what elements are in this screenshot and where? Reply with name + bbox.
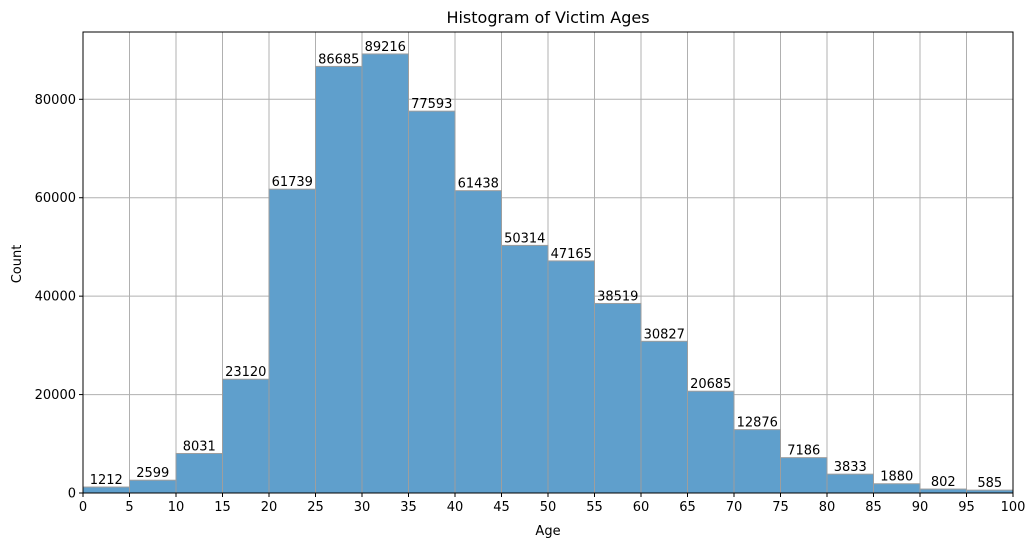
x-tick-label: 90	[912, 500, 929, 515]
bar-value-label: 23120	[225, 365, 266, 380]
x-tick-label: 60	[633, 500, 650, 515]
y-tick-label: 20000	[35, 388, 76, 403]
y-tick-label: 0	[68, 487, 76, 502]
x-tick-label: 45	[493, 500, 510, 515]
bar-value-label: 89216	[365, 40, 406, 55]
y-tick-label: 40000	[35, 290, 76, 305]
y-axis-label: Count	[10, 245, 25, 284]
x-tick-label: 20	[261, 500, 278, 515]
bar-value-label: 12876	[737, 416, 778, 431]
histogram-bar	[222, 378, 270, 494]
histogram-bar	[361, 53, 409, 494]
x-tick-label: 25	[307, 500, 324, 515]
x-tick-label: 0	[79, 500, 87, 515]
bar-value-label: 802	[931, 475, 956, 490]
histogram-bar	[408, 110, 456, 494]
histogram-bar	[687, 390, 735, 494]
histogram-bar	[733, 429, 781, 494]
x-tick-label: 15	[214, 500, 231, 515]
bar-value-label: 61739	[272, 175, 313, 190]
chart-title: Histogram of Victim Ages	[446, 8, 649, 27]
histogram-bar	[454, 190, 502, 494]
histogram-bar	[501, 244, 549, 494]
histogram-bar	[175, 452, 223, 494]
histogram-bar	[315, 65, 363, 494]
y-tick-label: 80000	[35, 93, 76, 108]
y-tick-label: 60000	[35, 191, 76, 206]
bar-value-labels: 1212 2599 8031 23120 61739 86685 89216 77593 614…	[90, 40, 1002, 491]
x-tick-label: 30	[354, 500, 371, 515]
bar-value-label: 77593	[411, 97, 452, 112]
bar-value-label: 7186	[787, 444, 820, 459]
histogram-bar	[640, 340, 688, 494]
bar-value-label: 1880	[880, 470, 913, 485]
histogram-bar	[826, 473, 874, 494]
x-tick-label: 35	[400, 500, 417, 515]
histogram-bar	[547, 260, 595, 494]
x-tick-label: 85	[865, 500, 882, 515]
histogram-bar	[268, 188, 316, 494]
bar-value-label: 47165	[551, 247, 592, 262]
bar-value-label: 3833	[834, 460, 867, 475]
bar-value-label: 30827	[644, 327, 685, 342]
x-axis-label: Age	[535, 524, 560, 539]
y-axis-ticks: 0 20000 40000 60000 80000	[35, 93, 83, 502]
bar-value-label: 1212	[90, 473, 123, 488]
bar-value-label: 8031	[183, 439, 216, 454]
x-tick-label: 50	[540, 500, 557, 515]
x-tick-label: 75	[772, 500, 789, 515]
histogram-bar	[873, 483, 921, 494]
bar-value-label: 20685	[690, 377, 731, 392]
x-tick-label: 80	[819, 500, 836, 515]
x-tick-label: 95	[958, 500, 975, 515]
histogram-bar	[780, 457, 828, 494]
bar-value-label: 38519	[597, 289, 638, 304]
bar-value-label: 86685	[318, 52, 359, 67]
histogram-bar	[129, 479, 177, 494]
x-tick-label: 55	[586, 500, 603, 515]
histogram-bar	[594, 302, 642, 494]
bar-value-label: 61438	[458, 177, 499, 192]
bar-value-label: 50314	[504, 231, 545, 246]
bar-value-label: 585	[977, 476, 1002, 491]
x-tick-label: 65	[679, 500, 696, 515]
x-axis-ticks: 0 5 10 15 20 25 30 35 40 45 50 55 60 65 70 75 80 85 90 95 10…	[79, 493, 1026, 515]
x-tick-label: 100	[1001, 500, 1026, 515]
bars	[82, 53, 1014, 494]
x-tick-label: 40	[447, 500, 464, 515]
x-tick-label: 5	[125, 500, 133, 515]
x-tick-label: 10	[168, 500, 185, 515]
x-tick-label: 70	[726, 500, 743, 515]
bar-value-label: 2599	[136, 466, 169, 481]
